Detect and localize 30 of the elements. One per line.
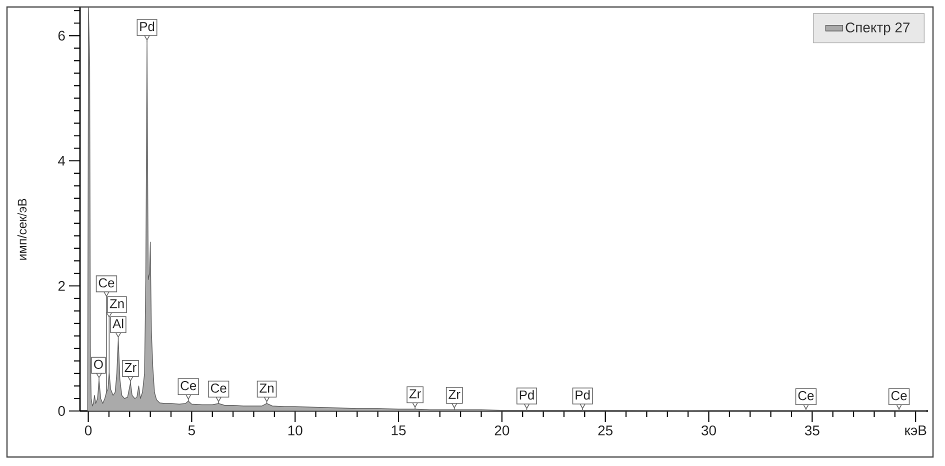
annotation: O bbox=[94, 360, 103, 369]
x-tick-label: 35 bbox=[804, 426, 820, 436]
annotation: Pd bbox=[520, 390, 534, 400]
y-tick-label: 4 bbox=[58, 156, 66, 166]
y-axis-title: имп/сек/эВ bbox=[17, 198, 27, 260]
annotation: Zn bbox=[110, 299, 124, 308]
x-tick-label: 10 bbox=[288, 426, 302, 436]
x-tick-label: 15 bbox=[392, 426, 406, 436]
y-tick-label: 0 bbox=[58, 406, 65, 416]
legend-label: Спектр 27 bbox=[846, 22, 910, 36]
annotation: Zr bbox=[409, 389, 421, 398]
x-tick-label: 20 bbox=[494, 426, 510, 436]
annotation: Ce bbox=[98, 278, 114, 288]
annotation: Ce bbox=[891, 391, 907, 400]
x-tick-label: 0 bbox=[84, 426, 92, 436]
annotation: Pd bbox=[576, 390, 590, 400]
annotation: Ce bbox=[210, 384, 226, 393]
annotation: Pd bbox=[140, 22, 154, 32]
x-tick-label: 30 bbox=[702, 426, 716, 436]
annotation: Zr bbox=[448, 390, 460, 399]
annotation: Ce bbox=[180, 381, 196, 390]
y-tick-label: 6 bbox=[58, 30, 65, 41]
annotation: Zn bbox=[260, 384, 274, 393]
x-tick-label: 25 bbox=[598, 426, 613, 436]
annotation: Ce bbox=[798, 391, 814, 400]
y-tick-label: 2 bbox=[58, 281, 65, 291]
annotation: Al bbox=[112, 318, 124, 328]
annotation: Zr bbox=[124, 363, 136, 372]
x-tick-label: 5 bbox=[188, 426, 195, 436]
x-tick-label: кэВ bbox=[905, 426, 926, 436]
